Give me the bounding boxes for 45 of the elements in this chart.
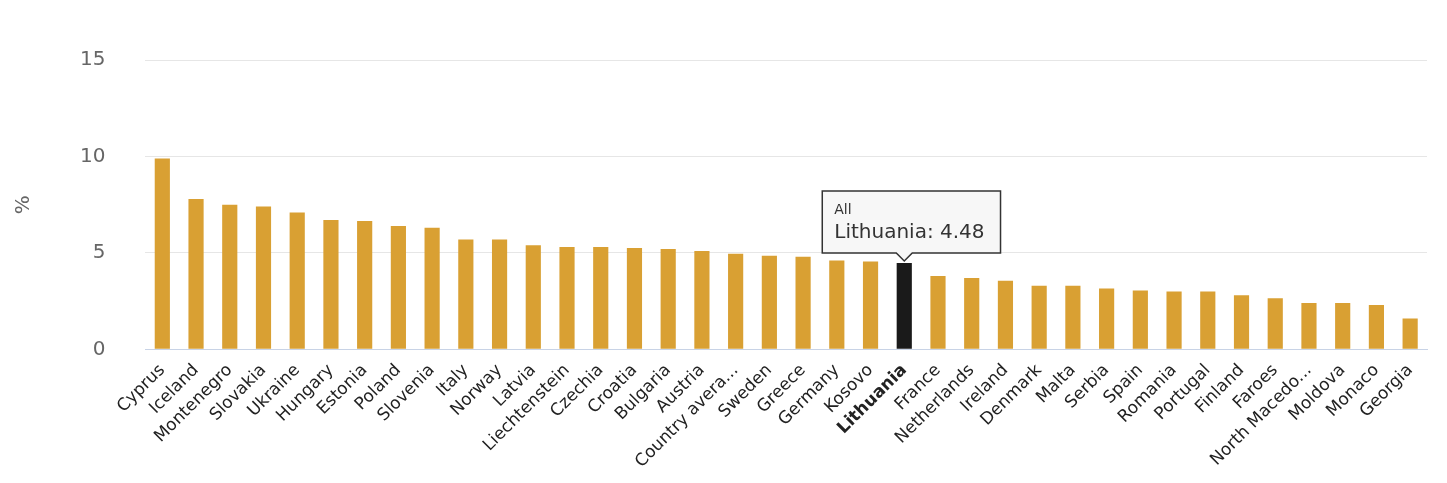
bar xyxy=(491,239,508,349)
bar xyxy=(357,221,373,349)
bar xyxy=(1368,304,1384,349)
bar xyxy=(694,250,710,349)
bar xyxy=(1301,303,1317,349)
bar xyxy=(896,262,912,349)
bar xyxy=(626,248,643,349)
bar xyxy=(458,239,474,349)
y-axis-title: % xyxy=(10,195,35,215)
bar xyxy=(559,247,575,349)
bar xyxy=(1233,295,1250,349)
bar xyxy=(728,253,744,349)
y-tick-label: 10 xyxy=(80,142,106,167)
bar xyxy=(525,245,541,349)
bar xyxy=(1402,318,1418,349)
bar xyxy=(323,220,339,349)
bar xyxy=(1065,285,1081,349)
bar xyxy=(154,158,170,349)
bar xyxy=(1267,298,1283,349)
bar xyxy=(862,261,879,349)
bar xyxy=(1099,288,1115,349)
bar xyxy=(1166,291,1182,349)
bar xyxy=(795,256,811,349)
bar xyxy=(761,255,777,349)
bar xyxy=(964,277,980,349)
bar xyxy=(1335,303,1351,349)
bar xyxy=(188,198,204,349)
y-tick-label: 15 xyxy=(80,46,106,71)
bar xyxy=(1132,290,1148,349)
bar xyxy=(222,204,238,349)
bar xyxy=(255,206,272,349)
annotation: All xyxy=(834,200,852,217)
bar xyxy=(829,260,845,349)
bar xyxy=(1200,291,1216,349)
bar xyxy=(593,247,609,349)
bar xyxy=(289,212,305,349)
bar xyxy=(390,225,406,349)
y-tick-label: 5 xyxy=(92,239,106,264)
bar xyxy=(660,249,676,349)
bar xyxy=(997,280,1014,349)
bar xyxy=(930,276,946,349)
annotation: Lithuania: 4.48 xyxy=(834,219,985,244)
y-tick-label: 0 xyxy=(92,335,106,360)
bar xyxy=(424,227,440,349)
bar xyxy=(1031,285,1047,349)
